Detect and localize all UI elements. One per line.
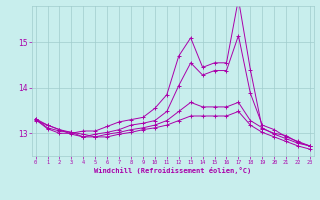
X-axis label: Windchill (Refroidissement éolien,°C): Windchill (Refroidissement éolien,°C) (94, 167, 252, 174)
